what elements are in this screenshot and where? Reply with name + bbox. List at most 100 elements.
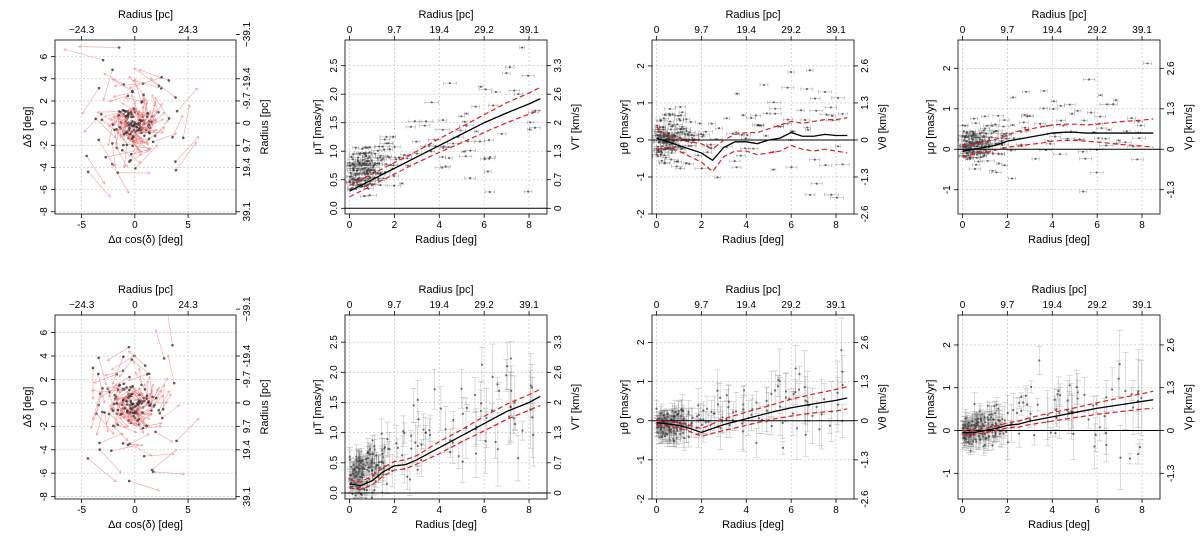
top-tick-label: 19.4 — [1043, 25, 1063, 36]
x-tick-label: 6 — [481, 505, 487, 516]
data-point — [1023, 126, 1027, 129]
y-axis-label: μθ [mas/yr] — [619, 100, 631, 155]
data-point — [1090, 111, 1093, 114]
star-point — [142, 93, 145, 97]
data-point — [692, 134, 695, 137]
pm-arrow-head — [181, 472, 185, 476]
data-point — [661, 145, 664, 148]
y-axis-label: Δδ [deg] — [22, 387, 34, 428]
right-tick-label: 0.7 — [553, 172, 564, 186]
pm-arrow — [159, 393, 172, 414]
data-point — [685, 129, 688, 133]
pm-arrow-head — [169, 439, 173, 443]
data-point — [1125, 130, 1128, 133]
pm-arrow-head — [142, 412, 146, 416]
pm-arrow — [149, 77, 176, 98]
data-point — [348, 181, 351, 184]
data-point — [420, 459, 423, 462]
data-point — [409, 125, 412, 129]
top-tick-label: 19.4 — [737, 300, 757, 311]
right-tick-label: 1.3 — [553, 425, 564, 439]
pm-arrow-head — [145, 141, 149, 145]
pm-arrow-head — [147, 147, 151, 151]
star-point — [104, 155, 108, 159]
star-point — [134, 411, 138, 414]
data-point — [532, 433, 535, 436]
data-point — [786, 122, 789, 125]
y-tick-label: -1 — [942, 185, 953, 194]
data-point — [484, 88, 487, 91]
data-point — [385, 482, 389, 485]
data-point — [662, 128, 665, 131]
y-tick-label: 0.5 — [329, 172, 340, 186]
top-axis-label: Radius [pc] — [418, 9, 473, 21]
data-point — [457, 455, 460, 458]
data-point — [381, 145, 384, 148]
data-point — [380, 432, 383, 435]
data-point — [527, 74, 530, 77]
data-point — [758, 124, 761, 127]
data-point — [836, 96, 840, 100]
data-point — [823, 90, 827, 94]
data-point — [709, 143, 712, 146]
star-point — [158, 411, 162, 415]
data-point — [1097, 137, 1100, 140]
star-point — [143, 134, 146, 138]
data-point — [973, 167, 977, 171]
data-point — [365, 497, 368, 499]
star-point — [86, 170, 90, 174]
star-point — [129, 122, 133, 125]
data-point — [362, 463, 365, 466]
pm-arrow — [96, 411, 103, 436]
top-axis-label: Radius [pc] — [725, 9, 780, 21]
x-tick-label: 0 — [132, 505, 138, 516]
data-point — [700, 167, 703, 170]
star-point — [129, 411, 132, 414]
data-point — [447, 146, 450, 149]
pm-arrow-head — [144, 121, 148, 125]
data-point — [508, 66, 511, 69]
pm-arrow-head — [112, 115, 116, 119]
star-point — [103, 411, 107, 414]
data-point — [997, 114, 1000, 117]
data-point — [356, 156, 360, 159]
data-point — [392, 174, 395, 178]
data-point — [991, 169, 994, 172]
data-point — [841, 163, 844, 166]
data-point — [414, 441, 417, 444]
right-tick-label: 0 — [860, 417, 871, 423]
data-point — [1028, 114, 1031, 117]
pm-arrow-head — [139, 141, 143, 145]
pm-arrow-head — [114, 382, 118, 386]
data-point — [403, 153, 406, 157]
star-point — [128, 388, 131, 392]
data-point — [388, 148, 392, 151]
pm-arrow-head — [132, 360, 136, 364]
pm-arrow — [105, 150, 136, 158]
pm-arrow-head — [144, 98, 148, 102]
pm-arrow — [151, 449, 178, 471]
data-point — [1045, 124, 1049, 128]
data-point — [799, 109, 802, 112]
pm-arrow-head — [102, 399, 106, 404]
data-point — [528, 128, 531, 131]
data-point — [363, 195, 366, 198]
data-point — [379, 154, 382, 157]
pm-arrow — [108, 413, 127, 428]
star-point — [174, 96, 177, 99]
y-tick-label: 0 — [942, 146, 953, 152]
plot-frame — [651, 314, 855, 500]
star-point — [120, 403, 124, 406]
data-point — [772, 101, 776, 104]
data-point — [360, 476, 363, 479]
x-tick-label: 4 — [1049, 220, 1055, 231]
data-point — [373, 448, 376, 451]
data-point — [679, 136, 682, 140]
pm-arrow — [111, 356, 124, 385]
data-point — [702, 133, 705, 136]
data-point — [716, 176, 719, 179]
data-point — [365, 458, 368, 461]
data-point — [1042, 89, 1046, 93]
data-point — [765, 112, 768, 115]
data-point — [1130, 117, 1133, 120]
